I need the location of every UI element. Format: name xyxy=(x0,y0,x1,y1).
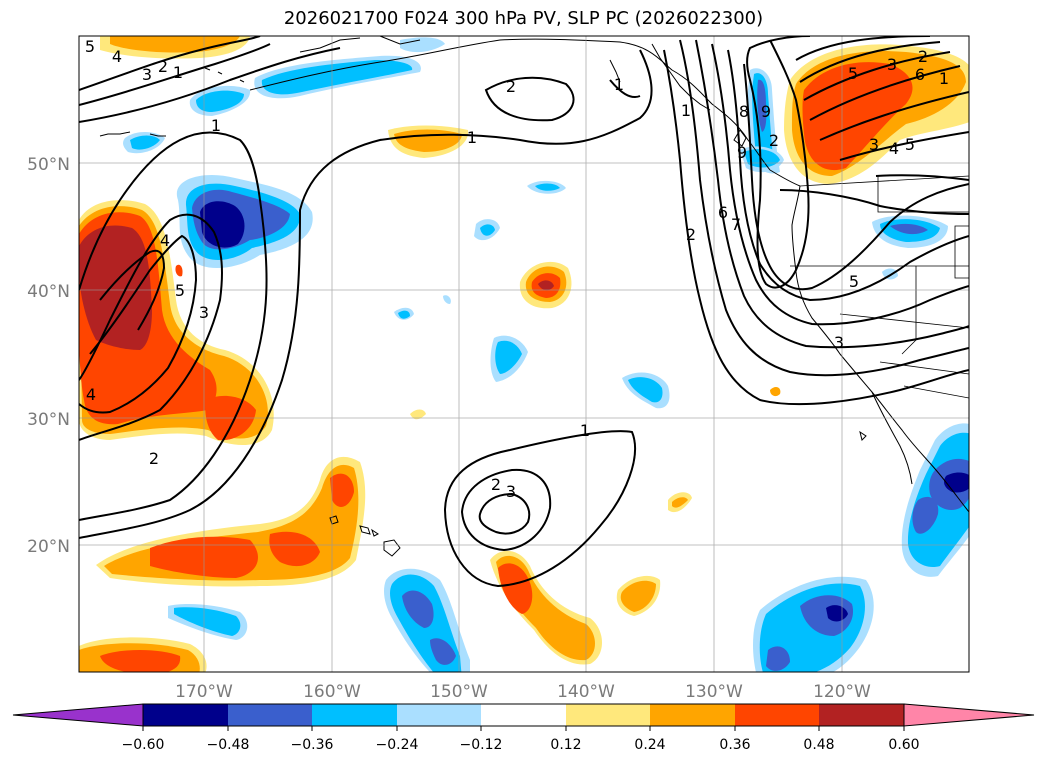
colorbar-tick-label: 0.48 xyxy=(803,737,834,753)
lat-label: 40°N xyxy=(27,282,70,302)
colorbar-bin xyxy=(397,704,481,726)
contour-label: 1 xyxy=(173,63,183,82)
colorbar-bin xyxy=(735,704,819,726)
colorbar-bin xyxy=(650,704,735,726)
colorbar-tick-label: 0.60 xyxy=(888,737,919,753)
contour-label: 3 xyxy=(506,482,516,501)
slp-contours xyxy=(79,36,969,588)
lon-label: 150°W xyxy=(430,682,488,702)
colorbar-tick-label: −0.24 xyxy=(376,737,419,753)
contour-label: 2 xyxy=(686,225,696,244)
contour-label: 4 xyxy=(86,385,96,404)
contour-label: 5 xyxy=(849,272,859,291)
colorbar-bin xyxy=(312,704,397,726)
contour-label: 3 xyxy=(199,303,209,322)
contour-label: 1 xyxy=(681,101,691,120)
colorbar-bin xyxy=(819,704,904,726)
pv-negative-anomalies xyxy=(123,37,969,672)
colorbar-tick-label: 0.36 xyxy=(719,737,750,753)
contour-label: 5 xyxy=(905,135,915,154)
contour-label: 4 xyxy=(112,47,122,66)
map-title: 2026021700 F024 300 hPa PV, SLP PC (2026… xyxy=(283,8,764,29)
colorbar-tick-label: −0.60 xyxy=(122,737,165,753)
latitude-labels: 50°N 40°N 30°N 20°N xyxy=(27,155,70,557)
colorbar-under-arrow xyxy=(12,703,144,727)
contour-label: 2 xyxy=(158,57,168,76)
colorbar-over-arrow xyxy=(903,703,1035,727)
contour-label: 6 xyxy=(718,203,728,222)
contour-label: 2 xyxy=(918,47,928,66)
contour-label: 1 xyxy=(614,75,624,94)
colorbar-bin xyxy=(481,704,566,726)
contour-label: 9 xyxy=(737,143,747,162)
colorbar: −0.60 −0.48 −0.36 −0.24 −0.12 0.12 0.24 … xyxy=(12,703,1035,753)
contour-label: 5 xyxy=(175,281,185,300)
contour-label: 1 xyxy=(467,128,477,147)
political-borders xyxy=(790,175,969,399)
contour-label: 2 xyxy=(769,131,779,150)
contour-label: 6 xyxy=(915,65,925,84)
lon-label: 170°W xyxy=(175,682,233,702)
lon-label: 140°W xyxy=(557,682,615,702)
graticule xyxy=(79,36,969,672)
contour-label: 5 xyxy=(848,64,858,83)
pv-positive-anomalies xyxy=(79,36,969,672)
contour-label: 1 xyxy=(211,116,221,135)
colorbar-bin xyxy=(566,704,650,726)
lon-label: 120°W xyxy=(813,682,871,702)
colorbar-bin xyxy=(228,704,312,726)
longitude-labels: 170°W 160°W 150°W 140°W 130°W 120°W xyxy=(175,682,871,702)
colorbar-tick-label: −0.48 xyxy=(207,737,250,753)
lon-label: 160°W xyxy=(303,682,361,702)
coastlines xyxy=(99,36,969,557)
contour-label: 3 xyxy=(142,65,152,84)
contour-label: 3 xyxy=(834,333,844,352)
colorbar-tick-label: 0.24 xyxy=(634,737,665,753)
lat-label: 20°N xyxy=(27,537,70,557)
contour-label: 2 xyxy=(149,449,159,468)
contour-labels: 5 4 3 2 1 2 1 1 1 4 5 3 2 4 1 2 3 3 2 1 … xyxy=(85,37,949,501)
contour-label: 1 xyxy=(580,421,590,440)
contour-label: 8 xyxy=(739,102,749,121)
contour-label: 4 xyxy=(160,231,170,250)
lat-label: 50°N xyxy=(27,155,70,175)
contour-label: 9 xyxy=(761,102,771,121)
contour-label: 3 xyxy=(869,135,879,154)
colorbar-bin xyxy=(143,704,228,726)
colorbar-tick-label: 0.12 xyxy=(550,737,581,753)
map-border xyxy=(78,35,970,673)
colorbar-tick-label: −0.12 xyxy=(460,737,503,753)
contour-label: 1 xyxy=(939,69,949,88)
contour-label: 3 xyxy=(887,55,897,74)
contour-label: 7 xyxy=(731,215,741,234)
contour-label: 2 xyxy=(491,475,501,494)
lon-label: 130°W xyxy=(685,682,743,702)
lat-label: 30°N xyxy=(27,410,70,430)
colorbar-tick-label: −0.36 xyxy=(291,737,334,753)
contour-label: 4 xyxy=(889,139,899,158)
contour-label: 5 xyxy=(85,37,95,56)
contour-label: 2 xyxy=(506,77,516,96)
